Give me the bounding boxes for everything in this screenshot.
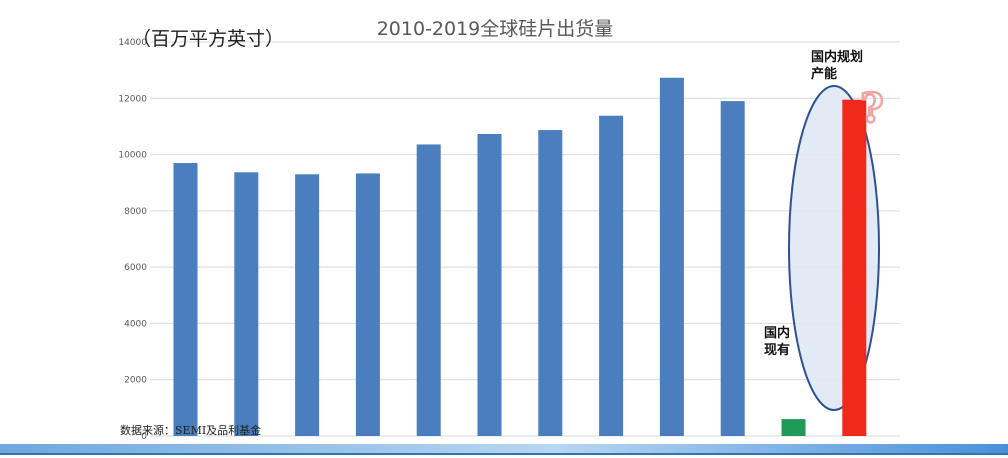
bar xyxy=(173,163,198,436)
bar xyxy=(842,99,867,436)
data-source: 数据来源：SEMI及品利基金 xyxy=(120,424,262,437)
y-tick-label: 0 xyxy=(141,432,147,442)
bar xyxy=(781,419,806,436)
bar xyxy=(720,101,745,436)
annotation-line: 现有 xyxy=(764,343,791,358)
y-tick-label: 4000 xyxy=(124,319,147,329)
bar xyxy=(599,115,624,436)
y-tick-label: 12000 xyxy=(118,94,147,104)
svg-text:?: ? xyxy=(860,85,883,132)
domestic-planned-annotation: 国内规划 产能 xyxy=(811,49,863,83)
annotation-line: 国内规划 xyxy=(811,50,864,65)
bar xyxy=(538,130,563,436)
footer-line xyxy=(0,453,1008,455)
y-tick-label: 2000 xyxy=(124,376,147,386)
bar xyxy=(416,144,441,436)
bar xyxy=(355,173,380,437)
y-tick-label: 10000 xyxy=(118,151,147,161)
question-mark-icon: ? xyxy=(859,84,885,134)
bar xyxy=(477,134,502,436)
y-axis-ticks: 0 2000 4000 6000 8000 10000 12000 14000 xyxy=(118,38,147,442)
bar xyxy=(295,174,320,436)
y-tick-label: 14000 xyxy=(118,38,147,48)
annotation-line: 国内 xyxy=(764,326,791,341)
chart-title: 2010-2019全球硅片出货量 xyxy=(376,18,614,40)
bar xyxy=(234,172,259,436)
bar xyxy=(659,77,684,437)
gridlines xyxy=(150,41,900,437)
annotation-line: 产能 xyxy=(811,67,838,82)
y-tick-label: 6000 xyxy=(124,263,147,273)
bars xyxy=(173,77,867,437)
footer-decoration-bar xyxy=(0,444,1008,453)
y-tick-label: 8000 xyxy=(124,207,147,217)
domestic-existing-annotation: 国内 现有 xyxy=(764,325,790,359)
y-axis-unit: （百万平方英寸） xyxy=(132,28,285,50)
